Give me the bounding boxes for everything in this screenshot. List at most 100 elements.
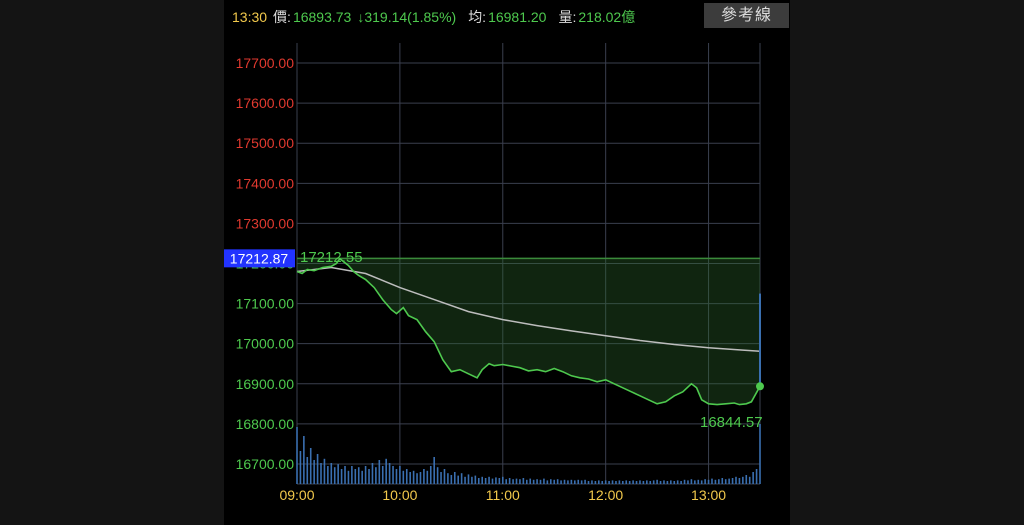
volume-bar bbox=[436, 467, 439, 484]
volume-bar bbox=[453, 472, 456, 484]
header-time: 13:30 bbox=[232, 9, 268, 25]
volume-bar bbox=[313, 460, 315, 484]
volume-bar bbox=[676, 480, 679, 484]
volume-bar bbox=[515, 478, 518, 484]
volume-bar bbox=[395, 469, 398, 484]
volume-bar bbox=[309, 448, 312, 484]
volume-bar bbox=[347, 470, 350, 484]
price-line bbox=[296, 257, 761, 406]
y-tick-label-8: 16900.00 bbox=[236, 376, 295, 392]
chart-panel bbox=[224, 0, 790, 525]
x-tick-label-1: 10:00 bbox=[382, 487, 417, 503]
volume-bar bbox=[416, 473, 418, 484]
header-volume: 218.02億 bbox=[578, 9, 636, 25]
volume-bar bbox=[522, 478, 525, 484]
volume-bar bbox=[742, 476, 744, 484]
volume-bar bbox=[368, 469, 370, 484]
volume-bar bbox=[652, 480, 655, 484]
volume-bar bbox=[498, 478, 501, 484]
volume-bar bbox=[718, 479, 720, 484]
volume-bar bbox=[694, 480, 696, 484]
volume-bar bbox=[429, 466, 432, 484]
x-tick-label-4: 13:00 bbox=[691, 487, 726, 503]
volume-bar bbox=[433, 457, 435, 484]
volume-bar bbox=[337, 464, 339, 484]
volume-bar bbox=[364, 466, 367, 484]
header-volume-label: 量: bbox=[558, 9, 577, 25]
volume-bar bbox=[529, 478, 532, 484]
volume-bar bbox=[748, 476, 751, 484]
volume-bar bbox=[598, 480, 600, 484]
header-change: ↓319.14(1.85%) bbox=[357, 9, 457, 25]
volume-bar bbox=[755, 469, 758, 484]
volume-bar bbox=[536, 479, 538, 484]
volume-bar bbox=[296, 427, 298, 484]
volume-bar bbox=[759, 424, 761, 484]
volume-bar bbox=[532, 479, 535, 484]
volume-bar bbox=[508, 478, 511, 484]
volume-bar bbox=[721, 478, 724, 484]
volume-bar bbox=[615, 481, 617, 484]
volume-bar bbox=[567, 480, 569, 484]
header-avg: 16981.20 bbox=[488, 9, 547, 25]
volume-bar bbox=[666, 481, 669, 484]
volume-bar bbox=[584, 479, 586, 484]
volume-bar bbox=[659, 481, 662, 484]
volume-bar bbox=[464, 476, 466, 484]
volume-bar bbox=[402, 470, 405, 484]
volume-bar bbox=[642, 481, 645, 484]
volume-bar bbox=[553, 479, 556, 484]
volume-bar bbox=[591, 480, 593, 484]
volume-bar bbox=[687, 480, 689, 484]
last-price-annotation: 16844.57 bbox=[700, 414, 763, 431]
volume-bar bbox=[704, 479, 706, 484]
volume-bar bbox=[700, 480, 703, 484]
y-tick-label-3: 17400.00 bbox=[236, 175, 295, 191]
x-tick-label-3: 12:00 bbox=[588, 487, 623, 503]
y-tick-label-10: 16700.00 bbox=[236, 456, 295, 472]
y-tick-label-1: 17600.00 bbox=[236, 95, 295, 111]
volume-bar bbox=[447, 473, 449, 484]
volume-bar bbox=[646, 480, 648, 484]
volume-bar bbox=[354, 469, 357, 484]
volume-bar bbox=[608, 481, 610, 484]
volume-bar bbox=[303, 436, 305, 484]
volume-bar bbox=[495, 477, 497, 484]
volume-bar bbox=[731, 478, 734, 484]
volume-bar bbox=[460, 473, 463, 484]
x-tick-label-2: 11:00 bbox=[486, 487, 520, 503]
left-margin bbox=[0, 0, 224, 525]
volume-bar bbox=[724, 479, 727, 484]
volume-bar bbox=[505, 479, 508, 484]
y-tick-label-2: 17500.00 bbox=[236, 135, 295, 151]
volume-bar bbox=[639, 480, 641, 484]
x-tick-label-0: 09:00 bbox=[279, 487, 314, 503]
volume-bar bbox=[467, 474, 470, 484]
volume-bar bbox=[611, 480, 614, 484]
volume-bar bbox=[477, 478, 480, 484]
volume-bar bbox=[381, 466, 384, 484]
volume-bar bbox=[409, 472, 411, 484]
volume-bar bbox=[392, 466, 394, 484]
volume-bar bbox=[525, 479, 528, 484]
reference-price-tag bbox=[224, 249, 295, 268]
volume-bar bbox=[306, 457, 309, 484]
volume-bar bbox=[330, 463, 333, 484]
volume-bar bbox=[738, 478, 741, 484]
volume-bar bbox=[670, 480, 672, 484]
volume-bar bbox=[375, 467, 377, 484]
volume-bar bbox=[357, 467, 360, 484]
reference-line-button[interactable]: 參考線 bbox=[704, 3, 789, 28]
volume-bar bbox=[604, 480, 607, 484]
volume-bar bbox=[443, 469, 446, 484]
volume-bar bbox=[735, 476, 737, 484]
volume-bar bbox=[344, 466, 346, 484]
volume-bar bbox=[683, 479, 686, 484]
volume-bar bbox=[697, 479, 700, 484]
price-area-fill bbox=[297, 258, 760, 405]
volume-bar bbox=[690, 479, 693, 484]
volume-bar bbox=[543, 478, 545, 484]
volume-bar bbox=[618, 480, 621, 484]
volume-bar bbox=[378, 460, 381, 484]
